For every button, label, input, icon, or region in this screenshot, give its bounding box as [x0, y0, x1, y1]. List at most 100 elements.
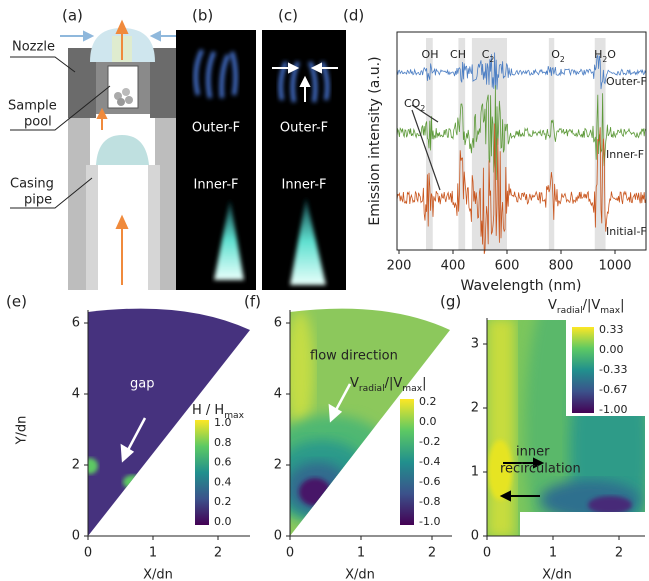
flame-photo-c	[262, 30, 346, 290]
x-tick-label: 2	[214, 546, 222, 561]
x-tick-label: 0	[84, 546, 92, 561]
subscript: 2	[489, 55, 494, 64]
subscript: 2	[560, 55, 565, 64]
text-part: |	[620, 298, 624, 313]
y-tick-label: 4	[274, 387, 282, 402]
flame-label: Inner-F	[282, 178, 327, 193]
text-part: |	[422, 376, 426, 391]
species-label: CO2	[404, 97, 425, 113]
colorbar	[400, 399, 414, 525]
colorbar-tick-label: -0.67	[599, 383, 627, 396]
species-label: OH	[422, 48, 439, 61]
x-tick-label: 200	[387, 259, 412, 274]
trace-label: Initial-F	[606, 225, 647, 238]
text-part: H	[594, 48, 602, 61]
colorbar	[195, 420, 209, 525]
y-tick-label: 0	[274, 529, 282, 544]
panel-label: (a)	[62, 7, 83, 25]
colorbar-tick-label: -0.33	[599, 363, 627, 376]
x-axis-label: X/dn	[542, 568, 572, 581]
x-axis-label: Wavelength (nm)	[461, 278, 582, 294]
colorbar-tick-label: 0.0	[419, 415, 437, 428]
colorbar-tick-label: -0.2	[419, 435, 440, 448]
annotation: inner	[516, 445, 550, 460]
annotation: pool	[24, 115, 52, 130]
y-axis-label: Emission intensity (a.u.)	[367, 56, 383, 225]
x-tick-label: 600	[495, 259, 520, 274]
x-tick-label: 1	[549, 546, 557, 561]
text-part: O	[607, 48, 616, 61]
x-tick-label: 1	[149, 546, 157, 561]
panel-label: (c)	[278, 7, 298, 25]
trace-label: Outer-F	[606, 75, 647, 88]
panel-label: (d)	[343, 7, 364, 25]
x-tick-label: 0	[286, 546, 294, 561]
x-tick-label: 0	[483, 546, 491, 561]
flame-label: Outer-F	[192, 121, 240, 136]
subscript: 2	[420, 104, 425, 113]
y-axis-label: Y/dn	[15, 416, 30, 446]
subscript: max	[224, 411, 244, 421]
colorbar-tick-label: 0.6	[214, 456, 232, 469]
annotation: Sample	[8, 99, 57, 114]
y-tick-label: 0	[471, 529, 479, 544]
colorbar-tick-label: 0.4	[214, 475, 232, 488]
spectrum-trace	[397, 85, 646, 180]
x-tick-label: 1	[357, 546, 365, 561]
trace-label: Inner-F	[606, 148, 644, 161]
x-tick-label: 1000	[598, 259, 631, 274]
text-part: CO	[404, 97, 421, 110]
figure: (a) Nozzle Samplepool Casingpipe (b) Outer-F I…	[0, 0, 649, 581]
annotation: pipe	[24, 193, 52, 208]
colorbar-tick-label: -1.00	[599, 403, 627, 416]
colorbar-tick-label: 0.2	[214, 495, 232, 508]
x-tick-label: 2	[428, 546, 436, 561]
x-axis-label: X/dn	[143, 568, 173, 581]
subscript: radial	[359, 384, 385, 394]
x-tick-label: 400	[441, 259, 466, 274]
x-tick-label: 800	[549, 259, 574, 274]
species-label: CH	[450, 48, 466, 61]
y-tick-label: 1	[471, 465, 479, 480]
colorbar-title: Vradial/|Vmax|	[548, 298, 625, 316]
flame-label: Outer-F	[280, 121, 328, 136]
y-tick-label: 6	[72, 316, 80, 331]
colorbar-tick-label: -0.8	[419, 495, 440, 508]
y-tick-label: 2	[72, 458, 80, 473]
x-axis-label: X/dn	[345, 568, 375, 581]
colorbar	[572, 327, 594, 413]
nozzle-schematic	[10, 22, 182, 290]
text-part: V	[548, 298, 557, 313]
y-tick-label: 4	[72, 387, 80, 402]
text-part: O	[551, 48, 560, 61]
annotation: Nozzle	[12, 40, 55, 55]
x-tick-label: 2	[615, 546, 623, 561]
panel-label: (g)	[440, 293, 461, 311]
colorbar-tick-label: -1.0	[419, 515, 440, 528]
colorbar-tick-label: -0.4	[419, 455, 440, 468]
flame-label: Inner-F	[194, 178, 239, 193]
y-tick-label: 3	[471, 337, 479, 352]
text-part: H / H	[192, 403, 224, 418]
subscript: radial	[557, 306, 583, 316]
text-part: OH	[422, 48, 439, 61]
panel-label: (e)	[6, 293, 27, 311]
colorbar-tick-label: 0.33	[599, 323, 624, 336]
text-part: /|V	[583, 298, 601, 313]
annotation: Casing	[10, 177, 54, 192]
y-tick-label: 6	[274, 316, 282, 331]
annotation: flow direction	[310, 349, 398, 364]
panel-label: (b)	[192, 7, 213, 25]
colorbar-tick-label: -0.6	[419, 475, 440, 488]
spectrum-panel	[397, 32, 646, 254]
text-part: V	[350, 376, 359, 391]
annotation: gap	[130, 377, 154, 392]
text-part: /|V	[385, 376, 403, 391]
text-part: CH	[450, 48, 466, 61]
colorbar-tick-label: 0.00	[599, 343, 624, 356]
subscript: max	[600, 306, 620, 316]
annotation: recirculation	[500, 462, 581, 477]
colorbar-tick-label: 0.8	[214, 436, 232, 449]
subscript: max	[402, 384, 422, 394]
y-tick-label: 0	[72, 529, 80, 544]
